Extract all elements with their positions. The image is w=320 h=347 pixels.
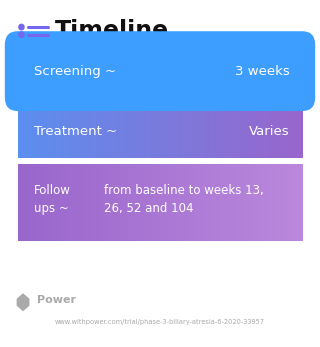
Circle shape <box>19 32 24 37</box>
Text: from baseline to weeks 13,
26, 52 and 104: from baseline to weeks 13, 26, 52 and 10… <box>104 184 264 215</box>
Text: Timeline: Timeline <box>54 19 169 43</box>
Text: Varies: Varies <box>249 125 290 138</box>
Text: www.withpower.com/trial/phase-3-biliary-atresia-6-2020-33957: www.withpower.com/trial/phase-3-biliary-… <box>55 319 265 325</box>
Text: Power: Power <box>37 295 76 305</box>
Polygon shape <box>17 293 29 311</box>
FancyBboxPatch shape <box>5 31 315 111</box>
Text: Follow
ups ~: Follow ups ~ <box>34 184 70 215</box>
Circle shape <box>19 24 24 30</box>
Text: Screening ~: Screening ~ <box>34 65 116 78</box>
Text: 3 weeks: 3 weeks <box>235 65 290 78</box>
Text: Treatment ~: Treatment ~ <box>34 125 117 138</box>
